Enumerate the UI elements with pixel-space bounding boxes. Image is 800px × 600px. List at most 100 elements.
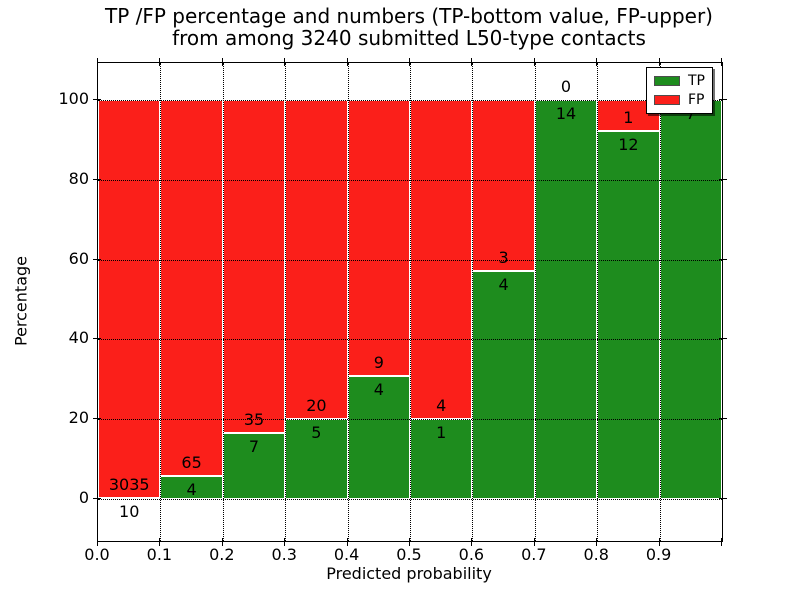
- y-axis-label: Percentage: [11, 255, 31, 347]
- bar-count-label-tp: 5: [311, 423, 322, 443]
- y-tick: [93, 99, 101, 100]
- x-gridline: [160, 63, 162, 541]
- x-tick: [346, 58, 348, 66]
- bar-count-label-fp: 9: [373, 353, 384, 373]
- bar-count-label-fp: 4: [436, 396, 447, 416]
- bar-segment-tp: [659, 100, 722, 499]
- legend: TP FP: [646, 67, 713, 114]
- chart-title-line1: TP /FP percentage and numbers (TP-bottom…: [105, 4, 713, 28]
- legend-label-fp: FP: [688, 92, 705, 108]
- x-tick: [284, 58, 286, 66]
- x-tick-label: 0.0: [84, 545, 110, 564]
- x-tick: [721, 538, 722, 546]
- y-tick-label: 20: [68, 408, 89, 428]
- y-tick: [719, 498, 727, 499]
- x-tick-label: 0.7: [521, 545, 547, 564]
- x-gridline: [410, 63, 411, 541]
- x-tick: [346, 538, 348, 546]
- y-tick: [93, 418, 101, 420]
- y-tick: [719, 338, 727, 340]
- x-tick: [721, 58, 722, 66]
- x-tick-label: 0.8: [583, 545, 609, 564]
- x-tick-label: 0.5: [396, 545, 422, 564]
- bar-segment-tp: [472, 271, 535, 499]
- y-tick: [93, 178, 101, 180]
- legend-label-tp: TP: [688, 73, 705, 89]
- x-tick: [221, 58, 223, 66]
- x-tick: [409, 538, 410, 546]
- bar-count-label-fp: 3: [498, 248, 509, 267]
- x-axis-label: Predicted probability: [326, 564, 492, 583]
- x-tick: [533, 538, 535, 546]
- x-gridline: [659, 63, 661, 541]
- legend-entry-tp: TP: [654, 74, 705, 88]
- x-gridline: [347, 63, 349, 541]
- x-gridline: [534, 63, 536, 541]
- y-tick: [719, 99, 727, 100]
- chart-title-line2: from among 3240 submitted L50-type conta…: [172, 26, 646, 50]
- bar-count-label-tp: 4: [373, 380, 384, 400]
- x-tick-label: 0.6: [458, 545, 485, 564]
- legend-swatch-fp-icon: [654, 95, 680, 105]
- bar-count-label-tp: 12: [618, 134, 639, 154]
- y-tick: [93, 258, 101, 260]
- y-tick-label: 60: [68, 248, 89, 268]
- bar-count-label-tp: 7: [248, 436, 260, 456]
- bar-count-label-fp: 20: [306, 396, 327, 416]
- x-tick-label: 0.9: [645, 545, 672, 564]
- x-tick: [658, 538, 660, 546]
- x-tick: [159, 538, 161, 546]
- x-tick: [97, 58, 98, 66]
- y-tick-label: 40: [68, 328, 89, 348]
- bar-segment-tp: [534, 100, 598, 499]
- x-tick: [596, 58, 598, 66]
- legend-swatch-tp-icon: [654, 76, 680, 86]
- bar-segment-fp: [597, 100, 660, 131]
- chart-title: TP /FP percentage and numbers (TP-bottom…: [97, 5, 721, 49]
- bar-count-label-fp: 65: [181, 452, 202, 472]
- x-tick: [159, 58, 161, 66]
- bar-count-label-fp: 0: [560, 77, 572, 96]
- y-tick-label: 80: [68, 168, 89, 188]
- bar-count-label-tp: 1: [436, 423, 447, 443]
- y-tick-label: 0: [78, 488, 89, 507]
- x-gridline: [222, 63, 224, 541]
- y-tick: [93, 498, 101, 499]
- bar-count-label-fp: 1: [623, 107, 634, 127]
- bar-count-label-tp: 4: [498, 275, 509, 294]
- x-tick-label: 0.3: [271, 545, 297, 564]
- x-tick: [284, 538, 286, 546]
- bar-count-label-tp: 14: [555, 104, 577, 123]
- x-tick: [533, 58, 535, 66]
- bar-segment-fp: [472, 100, 535, 271]
- bar-segment-tp: [597, 130, 660, 499]
- y-tick: [719, 258, 727, 260]
- y-tick: [719, 178, 727, 180]
- bar-count-label-fp: 35: [243, 409, 265, 429]
- x-tick: [658, 58, 660, 66]
- bar-segment-tp: [410, 419, 473, 499]
- bar-segment-fp: [160, 100, 223, 476]
- bar-segment-fp: [222, 100, 286, 433]
- x-tick-label: 0.2: [209, 545, 235, 564]
- plot-area: 30351065435720594413401411207 TP FP: [97, 62, 723, 542]
- bar-count-label-tp: 10: [119, 501, 140, 521]
- x-tick: [409, 58, 410, 66]
- x-tick: [221, 538, 223, 546]
- bar-segment-fp: [347, 100, 410, 377]
- x-gridline: [285, 63, 287, 541]
- y-tick: [719, 418, 727, 420]
- x-tick: [596, 538, 598, 546]
- x-tick: [97, 538, 98, 546]
- x-gridline: [472, 63, 474, 541]
- y-tick: [93, 338, 101, 340]
- x-gridline: [597, 63, 599, 541]
- bar-count-label-fp: 3035: [108, 474, 150, 494]
- x-tick: [471, 538, 473, 546]
- bar-segment-fp: [98, 100, 161, 498]
- bar-count-label-tp: 4: [186, 479, 197, 499]
- x-tick-label: 0.4: [333, 545, 360, 564]
- y-tick-label: 100: [58, 89, 89, 108]
- x-tick: [471, 58, 473, 66]
